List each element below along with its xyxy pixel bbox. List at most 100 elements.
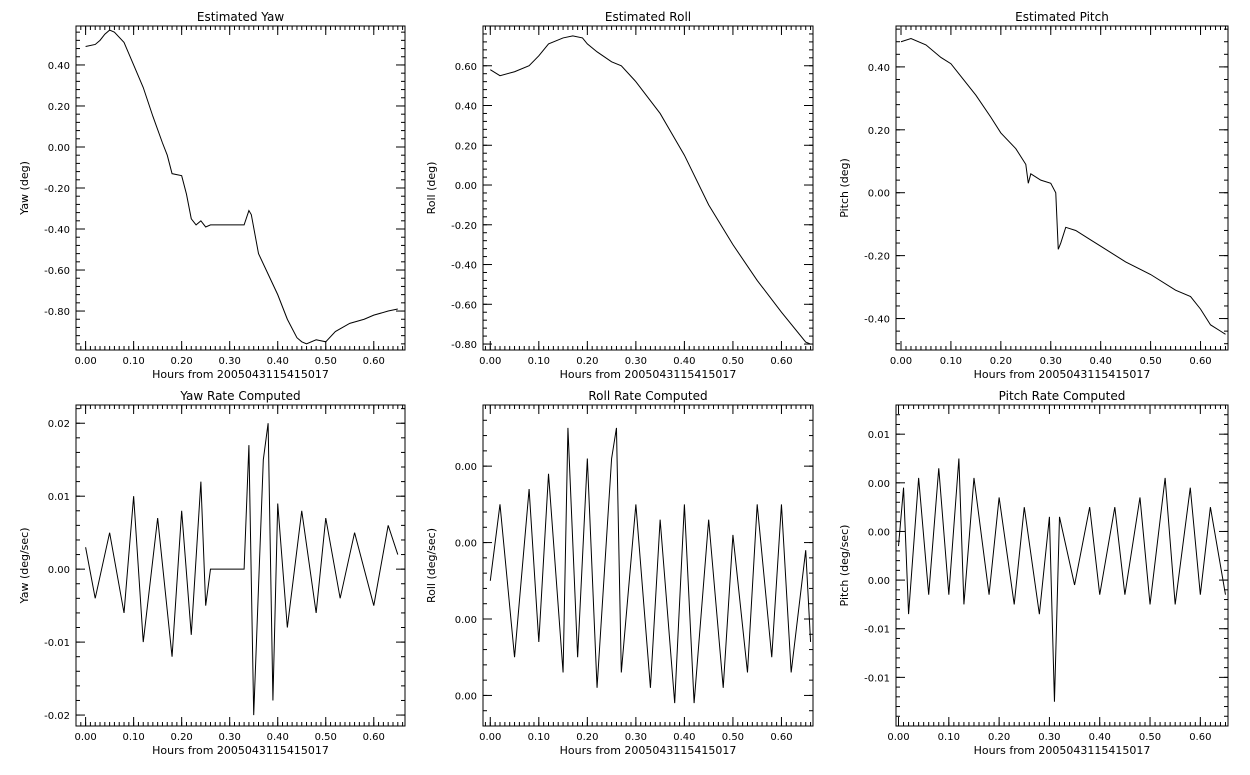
y-tick-label: 0.00 xyxy=(455,539,477,550)
x-axis-label: Hours from 2005043115415017 xyxy=(152,368,329,381)
y-tick-label: 0.01 xyxy=(868,430,890,441)
x-tick-label: 0.50 xyxy=(722,732,744,743)
x-tick-label: 0.60 xyxy=(363,732,385,743)
y-tick-label: 0.00 xyxy=(868,479,890,490)
plot-frame xyxy=(75,404,406,727)
y-tick-label: 0.00 xyxy=(455,615,477,626)
y-tick-label: 0.40 xyxy=(868,63,890,74)
y-tick-label: 0.00 xyxy=(48,143,70,154)
x-tick-label: 0.00 xyxy=(74,356,96,367)
plot-frame xyxy=(895,404,1229,727)
plot-frame xyxy=(482,404,814,727)
y-tick-label: 0.01 xyxy=(48,492,70,503)
x-tick-label: 0.10 xyxy=(938,732,960,743)
plot-frame xyxy=(75,25,406,351)
x-tick-label: 0.30 xyxy=(625,356,647,367)
y-axis-label: Pitch (deg) xyxy=(838,158,851,218)
x-tick-label: 0.40 xyxy=(673,356,695,367)
x-tick-label: 0.30 xyxy=(219,732,241,743)
x-tick-label: 0.00 xyxy=(479,732,501,743)
x-axis-label: Hours from 2005043115415017 xyxy=(560,368,737,381)
x-tick-label: 0.60 xyxy=(1189,356,1211,367)
y-tick-label: -0.20 xyxy=(864,252,890,263)
x-tick-label: 0.50 xyxy=(315,732,337,743)
y-tick-label: -0.01 xyxy=(864,625,890,636)
y-tick-label: 0.20 xyxy=(455,141,477,152)
chart-panel-1: Estimated Roll Hours from 200504311541501… xyxy=(425,10,814,381)
x-tick-label: 0.10 xyxy=(940,356,962,367)
y-tick-label: -0.40 xyxy=(451,261,477,272)
series-line-0 xyxy=(489,427,812,704)
y-tick-label: -0.20 xyxy=(451,221,477,232)
x-axis-label: Hours from 2005043115415017 xyxy=(974,368,1151,381)
y-tick-label: -0.02 xyxy=(44,711,70,722)
y-tick-label: -0.60 xyxy=(44,266,70,277)
x-tick-label: 0.30 xyxy=(1038,732,1060,743)
y-axis-label: Yaw (deg) xyxy=(18,161,31,216)
plot-frame xyxy=(482,25,814,351)
y-axis-label: Roll (deg/sec) xyxy=(425,528,438,603)
x-axis-label: Hours from 2005043115415017 xyxy=(560,744,737,757)
x-tick-label: 0.30 xyxy=(219,356,241,367)
x-tick-label: 0.60 xyxy=(363,356,385,367)
y-tick-label: 0.20 xyxy=(868,126,890,137)
x-tick-label: 0.60 xyxy=(1189,732,1211,743)
x-tick-label: 0.20 xyxy=(988,732,1010,743)
x-tick-label: 0.40 xyxy=(1090,356,1112,367)
y-tick-label: 0.00 xyxy=(868,189,890,200)
y-tick-label: -0.80 xyxy=(44,307,70,318)
y-tick-label: 0.00 xyxy=(455,462,477,473)
series-line-0 xyxy=(85,29,398,345)
series-line-0 xyxy=(898,458,1226,702)
y-tick-label: -0.40 xyxy=(864,315,890,326)
y-tick-label: -0.01 xyxy=(44,638,70,649)
y-tick-label: 0.40 xyxy=(48,61,70,72)
chart-title: Estimated Pitch xyxy=(1015,10,1109,24)
y-tick-label: 0.00 xyxy=(455,691,477,702)
x-tick-label: 0.00 xyxy=(74,732,96,743)
series-line-0 xyxy=(490,35,811,345)
x-tick-label: 0.60 xyxy=(770,356,792,367)
x-tick-label: 0.30 xyxy=(1040,356,1062,367)
x-tick-label: 0.20 xyxy=(171,356,193,367)
y-tick-label: 0.60 xyxy=(455,62,477,73)
y-tick-label: -0.40 xyxy=(44,225,70,236)
x-axis-label: Hours from 2005043115415017 xyxy=(152,744,329,757)
series-line-0 xyxy=(900,38,1226,335)
chart-title: Roll Rate Computed xyxy=(588,389,707,403)
y-tick-label: 0.00 xyxy=(48,565,70,576)
y-tick-label: -0.60 xyxy=(451,300,477,311)
chart-panel-0: Estimated Yaw Hours from 2005043115415017… xyxy=(18,10,406,381)
x-tick-label: 0.20 xyxy=(171,732,193,743)
series-line-0 xyxy=(85,423,399,716)
x-tick-label: 0.00 xyxy=(479,356,501,367)
x-tick-label: 0.20 xyxy=(990,356,1012,367)
y-tick-label: 0.00 xyxy=(868,576,890,587)
x-tick-label: 0.40 xyxy=(267,356,289,367)
chart-title: Pitch Rate Computed xyxy=(999,389,1126,403)
x-tick-label: 0.10 xyxy=(528,732,550,743)
x-tick-label: 0.50 xyxy=(722,356,744,367)
x-tick-label: 0.00 xyxy=(890,356,912,367)
y-tick-label: 0.40 xyxy=(455,102,477,113)
x-tick-label: 0.50 xyxy=(1139,356,1161,367)
chart-title: Yaw Rate Computed xyxy=(179,389,300,403)
x-tick-label: 0.30 xyxy=(625,732,647,743)
chart-panel-4: Roll Rate Computed Hours from 20050431154… xyxy=(425,389,814,757)
x-tick-label: 0.10 xyxy=(528,356,550,367)
x-tick-label: 0.60 xyxy=(770,732,792,743)
chart-title: Estimated Yaw xyxy=(197,10,284,24)
x-tick-label: 0.20 xyxy=(576,732,598,743)
x-tick-label: 0.40 xyxy=(1089,732,1111,743)
y-tick-label: -0.01 xyxy=(864,673,890,684)
chart-title: Estimated Roll xyxy=(605,10,691,24)
x-tick-label: 0.40 xyxy=(673,732,695,743)
x-axis-label: Hours from 2005043115415017 xyxy=(974,744,1151,757)
y-tick-label: -0.20 xyxy=(44,184,70,195)
x-tick-label: 0.40 xyxy=(267,732,289,743)
y-tick-label: 0.00 xyxy=(868,527,890,538)
x-tick-label: 0.10 xyxy=(123,732,145,743)
y-tick-label: 0.00 xyxy=(455,181,477,192)
y-axis-label: Pitch (deg/sec) xyxy=(838,525,851,607)
